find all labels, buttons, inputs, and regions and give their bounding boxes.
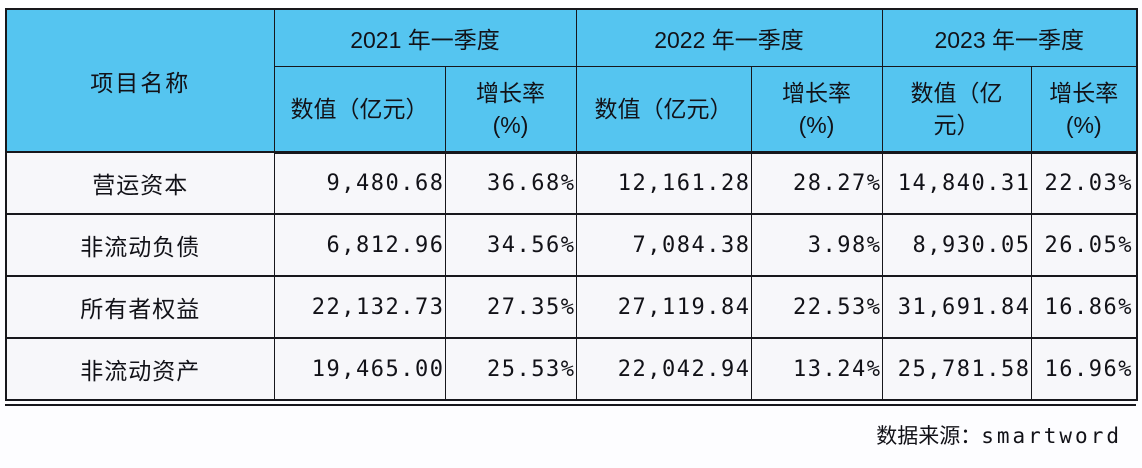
table-cell: 25,781.58 bbox=[881, 337, 1032, 401]
table-cell: 22.03% bbox=[1030, 151, 1138, 215]
row-label: 营运资本 bbox=[5, 151, 275, 215]
row-label: 非流动资产 bbox=[5, 337, 275, 401]
table-cell: 25.53% bbox=[444, 337, 577, 401]
row-label: 所有者权益 bbox=[5, 275, 275, 339]
column-group-2023: 2023 年一季度 bbox=[881, 8, 1138, 67]
data-source-label: 数据来源： bbox=[876, 425, 982, 448]
table-cell: 7,084.38 bbox=[575, 213, 752, 277]
table-row: 所有者权益 22,132.73 27.35% 27,119.84 22.53% … bbox=[5, 275, 1138, 339]
table-cell: 22,132.73 bbox=[273, 275, 446, 339]
column-group-2021: 2021 年一季度 bbox=[273, 8, 577, 67]
table-cell: 16.96% bbox=[1030, 337, 1138, 401]
column-group-2022: 2022 年一季度 bbox=[575, 8, 883, 67]
table-bottom-double-border bbox=[5, 404, 1136, 406]
header-year-row: 项目名称 2021 年一季度 2022 年一季度 2023 年一季度 bbox=[5, 8, 1138, 153]
table-cell: 34.56% bbox=[444, 213, 577, 277]
data-source: 数据来源：smartword bbox=[5, 420, 1136, 450]
table-cell: 13.24% bbox=[750, 337, 883, 401]
table-cell: 6,812.96 bbox=[273, 213, 446, 277]
table-cell: 9,480.68 bbox=[273, 151, 446, 215]
column-header-project-name: 项目名称 bbox=[5, 8, 275, 153]
table-cell: 8,930.05 bbox=[881, 213, 1032, 277]
table-cell: 3.98% bbox=[750, 213, 883, 277]
table-cell: 27.35% bbox=[444, 275, 577, 339]
column-header-growth-2023: 增长率 (%) bbox=[1030, 65, 1138, 154]
column-header-value-2021: 数值（亿元） bbox=[273, 65, 446, 154]
table-cell: 26.05% bbox=[1030, 213, 1138, 277]
financial-table: 项目名称 2021 年一季度 2022 年一季度 2023 年一季度 数值（亿元… bbox=[5, 8, 1138, 401]
column-header-growth-2022: 增长率 (%) bbox=[750, 65, 883, 154]
table-row: 非流动负债 6,812.96 34.56% 7,084.38 3.98% 8,9… bbox=[5, 213, 1138, 277]
table-cell: 27,119.84 bbox=[575, 275, 752, 339]
table-cell: 22.53% bbox=[750, 275, 883, 339]
table-cell: 12,161.28 bbox=[575, 151, 752, 215]
table-cell: 36.68% bbox=[444, 151, 577, 215]
table-row: 非流动资产 19,465.00 25.53% 22,042.94 13.24% … bbox=[5, 337, 1138, 401]
table-cell: 16.86% bbox=[1030, 275, 1138, 339]
table-cell: 14,840.31 bbox=[881, 151, 1032, 215]
table-row: 营运资本 9,480.68 36.68% 12,161.28 28.27% 14… bbox=[5, 151, 1138, 215]
table-cell: 31,691.84 bbox=[881, 275, 1032, 339]
row-label: 非流动负债 bbox=[5, 213, 275, 277]
column-header-value-2023: 数值（亿 元） bbox=[881, 65, 1032, 154]
table-cell: 28.27% bbox=[750, 151, 883, 215]
column-header-growth-2021: 增长率 (%) bbox=[444, 65, 577, 154]
data-source-value: smartword bbox=[981, 424, 1122, 448]
header-sub-row: 数值（亿元） 增长率 (%) 数值（亿元） 增长率 (%) 数值（亿 元 bbox=[6, 65, 1138, 154]
column-header-value-2022: 数值（亿元） bbox=[575, 65, 752, 154]
table-cell: 22,042.94 bbox=[575, 337, 752, 401]
table-cell: 19,465.00 bbox=[273, 337, 446, 401]
